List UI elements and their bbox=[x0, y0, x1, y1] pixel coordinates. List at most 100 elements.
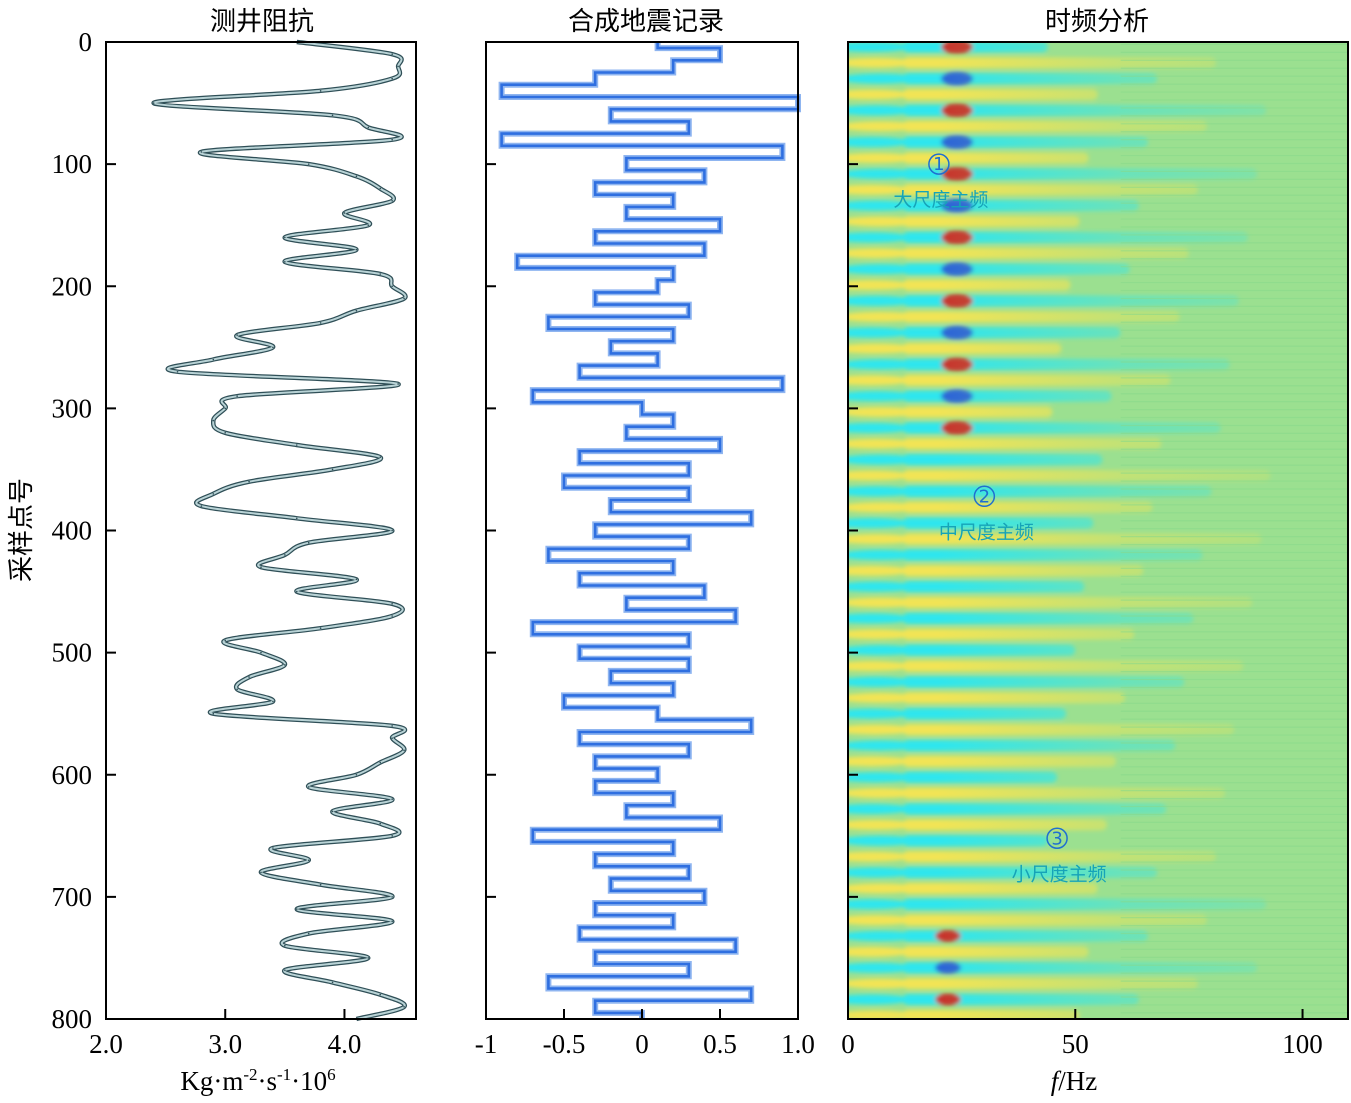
annotation-label-2: 中尺度主频 bbox=[939, 521, 1034, 543]
synthetic-point bbox=[578, 737, 581, 739]
impedance-point bbox=[152, 102, 155, 104]
impedance-panel: 测井阻抗 2.0 3.0 4.0 Kg·m-2·s-1·106 bbox=[89, 7, 417, 1096]
synthetic-point bbox=[578, 370, 581, 373]
impedance-curve bbox=[152, 41, 407, 1020]
impedance-point bbox=[319, 90, 322, 92]
y-tick-label: 100 bbox=[52, 149, 93, 179]
synthetic-point bbox=[734, 944, 737, 947]
impedance-point bbox=[236, 334, 238, 336]
synthetic-point bbox=[532, 395, 534, 397]
impedance-point bbox=[295, 908, 298, 910]
impedance-xlabel-base1: Kg·m bbox=[180, 1066, 243, 1096]
y-axis-label: 采样点号 bbox=[7, 478, 37, 582]
synthetic-title: 合成地震记录 bbox=[568, 7, 724, 37]
impedance-point bbox=[200, 505, 203, 507]
impedance-point bbox=[379, 187, 382, 190]
impedance-point bbox=[236, 395, 238, 397]
synthetic-point bbox=[547, 322, 550, 324]
impedance-point bbox=[391, 725, 393, 727]
synthetic-point bbox=[625, 602, 628, 605]
synthetic-point bbox=[594, 1005, 596, 1008]
impedance-point bbox=[260, 651, 262, 654]
y-tick-label: 400 bbox=[52, 516, 93, 546]
impedance-point bbox=[379, 993, 382, 996]
synthetic-point bbox=[703, 896, 706, 898]
synthetic-point bbox=[641, 407, 643, 410]
impedance-point bbox=[248, 480, 250, 483]
synthetic-point bbox=[610, 114, 612, 117]
synthetic-point bbox=[656, 712, 659, 715]
synthetic-point bbox=[703, 248, 706, 251]
y-tick-label: 200 bbox=[52, 271, 93, 301]
impedance-point bbox=[284, 261, 286, 263]
synthetic-point bbox=[750, 993, 752, 996]
impedance-point bbox=[355, 175, 358, 178]
synthetic-point bbox=[750, 517, 752, 520]
synthetic-point bbox=[500, 138, 503, 141]
impedance-point bbox=[319, 627, 322, 629]
synthetic-point bbox=[734, 615, 737, 617]
impedance-title: 测井阻抗 bbox=[210, 7, 314, 37]
synthetic-point bbox=[688, 749, 690, 752]
synthetic-point bbox=[578, 651, 581, 654]
annotation-number-2: 2 bbox=[979, 486, 990, 507]
impedance-series bbox=[151, 39, 408, 1022]
synthetic-y-ticks bbox=[486, 41, 496, 1020]
impedance-point bbox=[391, 798, 393, 800]
annotation-number-3: 3 bbox=[1051, 828, 1062, 849]
impedance-point bbox=[272, 847, 274, 849]
tf-x-ticks: 0 50 100 bbox=[841, 1009, 1323, 1059]
synthetic-point bbox=[656, 773, 659, 776]
impedance-point bbox=[379, 761, 382, 764]
synthetic-point bbox=[672, 199, 674, 202]
synthetic-point bbox=[781, 383, 784, 385]
x-tick-label: 0 bbox=[841, 1029, 855, 1059]
impedance-point bbox=[236, 688, 238, 691]
impedance-point bbox=[403, 1005, 405, 1008]
synthetic-point bbox=[688, 126, 690, 129]
tf-xlabel-italic: f bbox=[1051, 1066, 1062, 1096]
impedance-y-ticks bbox=[106, 41, 116, 1020]
synthetic-point bbox=[610, 883, 612, 886]
impedance-point bbox=[307, 163, 310, 165]
impedance-point bbox=[379, 456, 382, 459]
synthetic-point bbox=[719, 224, 721, 226]
synthetic-series bbox=[498, 41, 801, 1020]
impedance-point bbox=[391, 737, 393, 739]
synthetic-point bbox=[672, 419, 674, 422]
synthetic-panel: 合成地震记录 -1 -0.5 0 0.5 1.0 bbox=[475, 7, 815, 1059]
synthetic-point bbox=[672, 688, 674, 691]
synthetic-point bbox=[594, 761, 596, 764]
y-tick-label: 0 bbox=[79, 27, 93, 57]
synthetic-point bbox=[719, 822, 721, 825]
impedance-point bbox=[391, 529, 393, 532]
annotation-marker-3 bbox=[1046, 827, 1068, 850]
synthetic-point bbox=[594, 529, 596, 532]
impedance-point bbox=[355, 248, 358, 251]
impedance-point bbox=[260, 566, 262, 568]
y-tick-label: 700 bbox=[52, 882, 93, 912]
synthetic-point bbox=[547, 554, 550, 556]
impedance-point bbox=[355, 773, 358, 776]
impedance-point bbox=[284, 554, 286, 556]
synthetic-point bbox=[672, 920, 674, 923]
tf-panel: 时频分析 1 大尺度主频 2 中尺度主频 3 小尺度主频 0 50 100 f/Hz bbox=[841, 7, 1349, 1096]
tf-y-ticks bbox=[848, 41, 858, 1020]
x-tick-label: 1.0 bbox=[781, 1029, 815, 1059]
impedance-point bbox=[284, 969, 286, 971]
tf-x-axis-label: f/Hz bbox=[1051, 1066, 1098, 1096]
synthetic-point bbox=[688, 309, 690, 312]
synthetic-point bbox=[672, 798, 674, 800]
synthetic-point bbox=[578, 456, 581, 459]
synthetic-point bbox=[672, 566, 674, 568]
impedance-point bbox=[307, 859, 310, 862]
synthetic-point bbox=[688, 969, 690, 971]
synthetic-point bbox=[688, 639, 690, 642]
y-tick-label: 500 bbox=[52, 638, 93, 668]
impedance-point bbox=[319, 883, 322, 886]
impedance-point bbox=[379, 273, 382, 275]
synthetic-point bbox=[656, 358, 659, 361]
impedance-point bbox=[248, 676, 250, 678]
impedance-point bbox=[284, 664, 286, 666]
